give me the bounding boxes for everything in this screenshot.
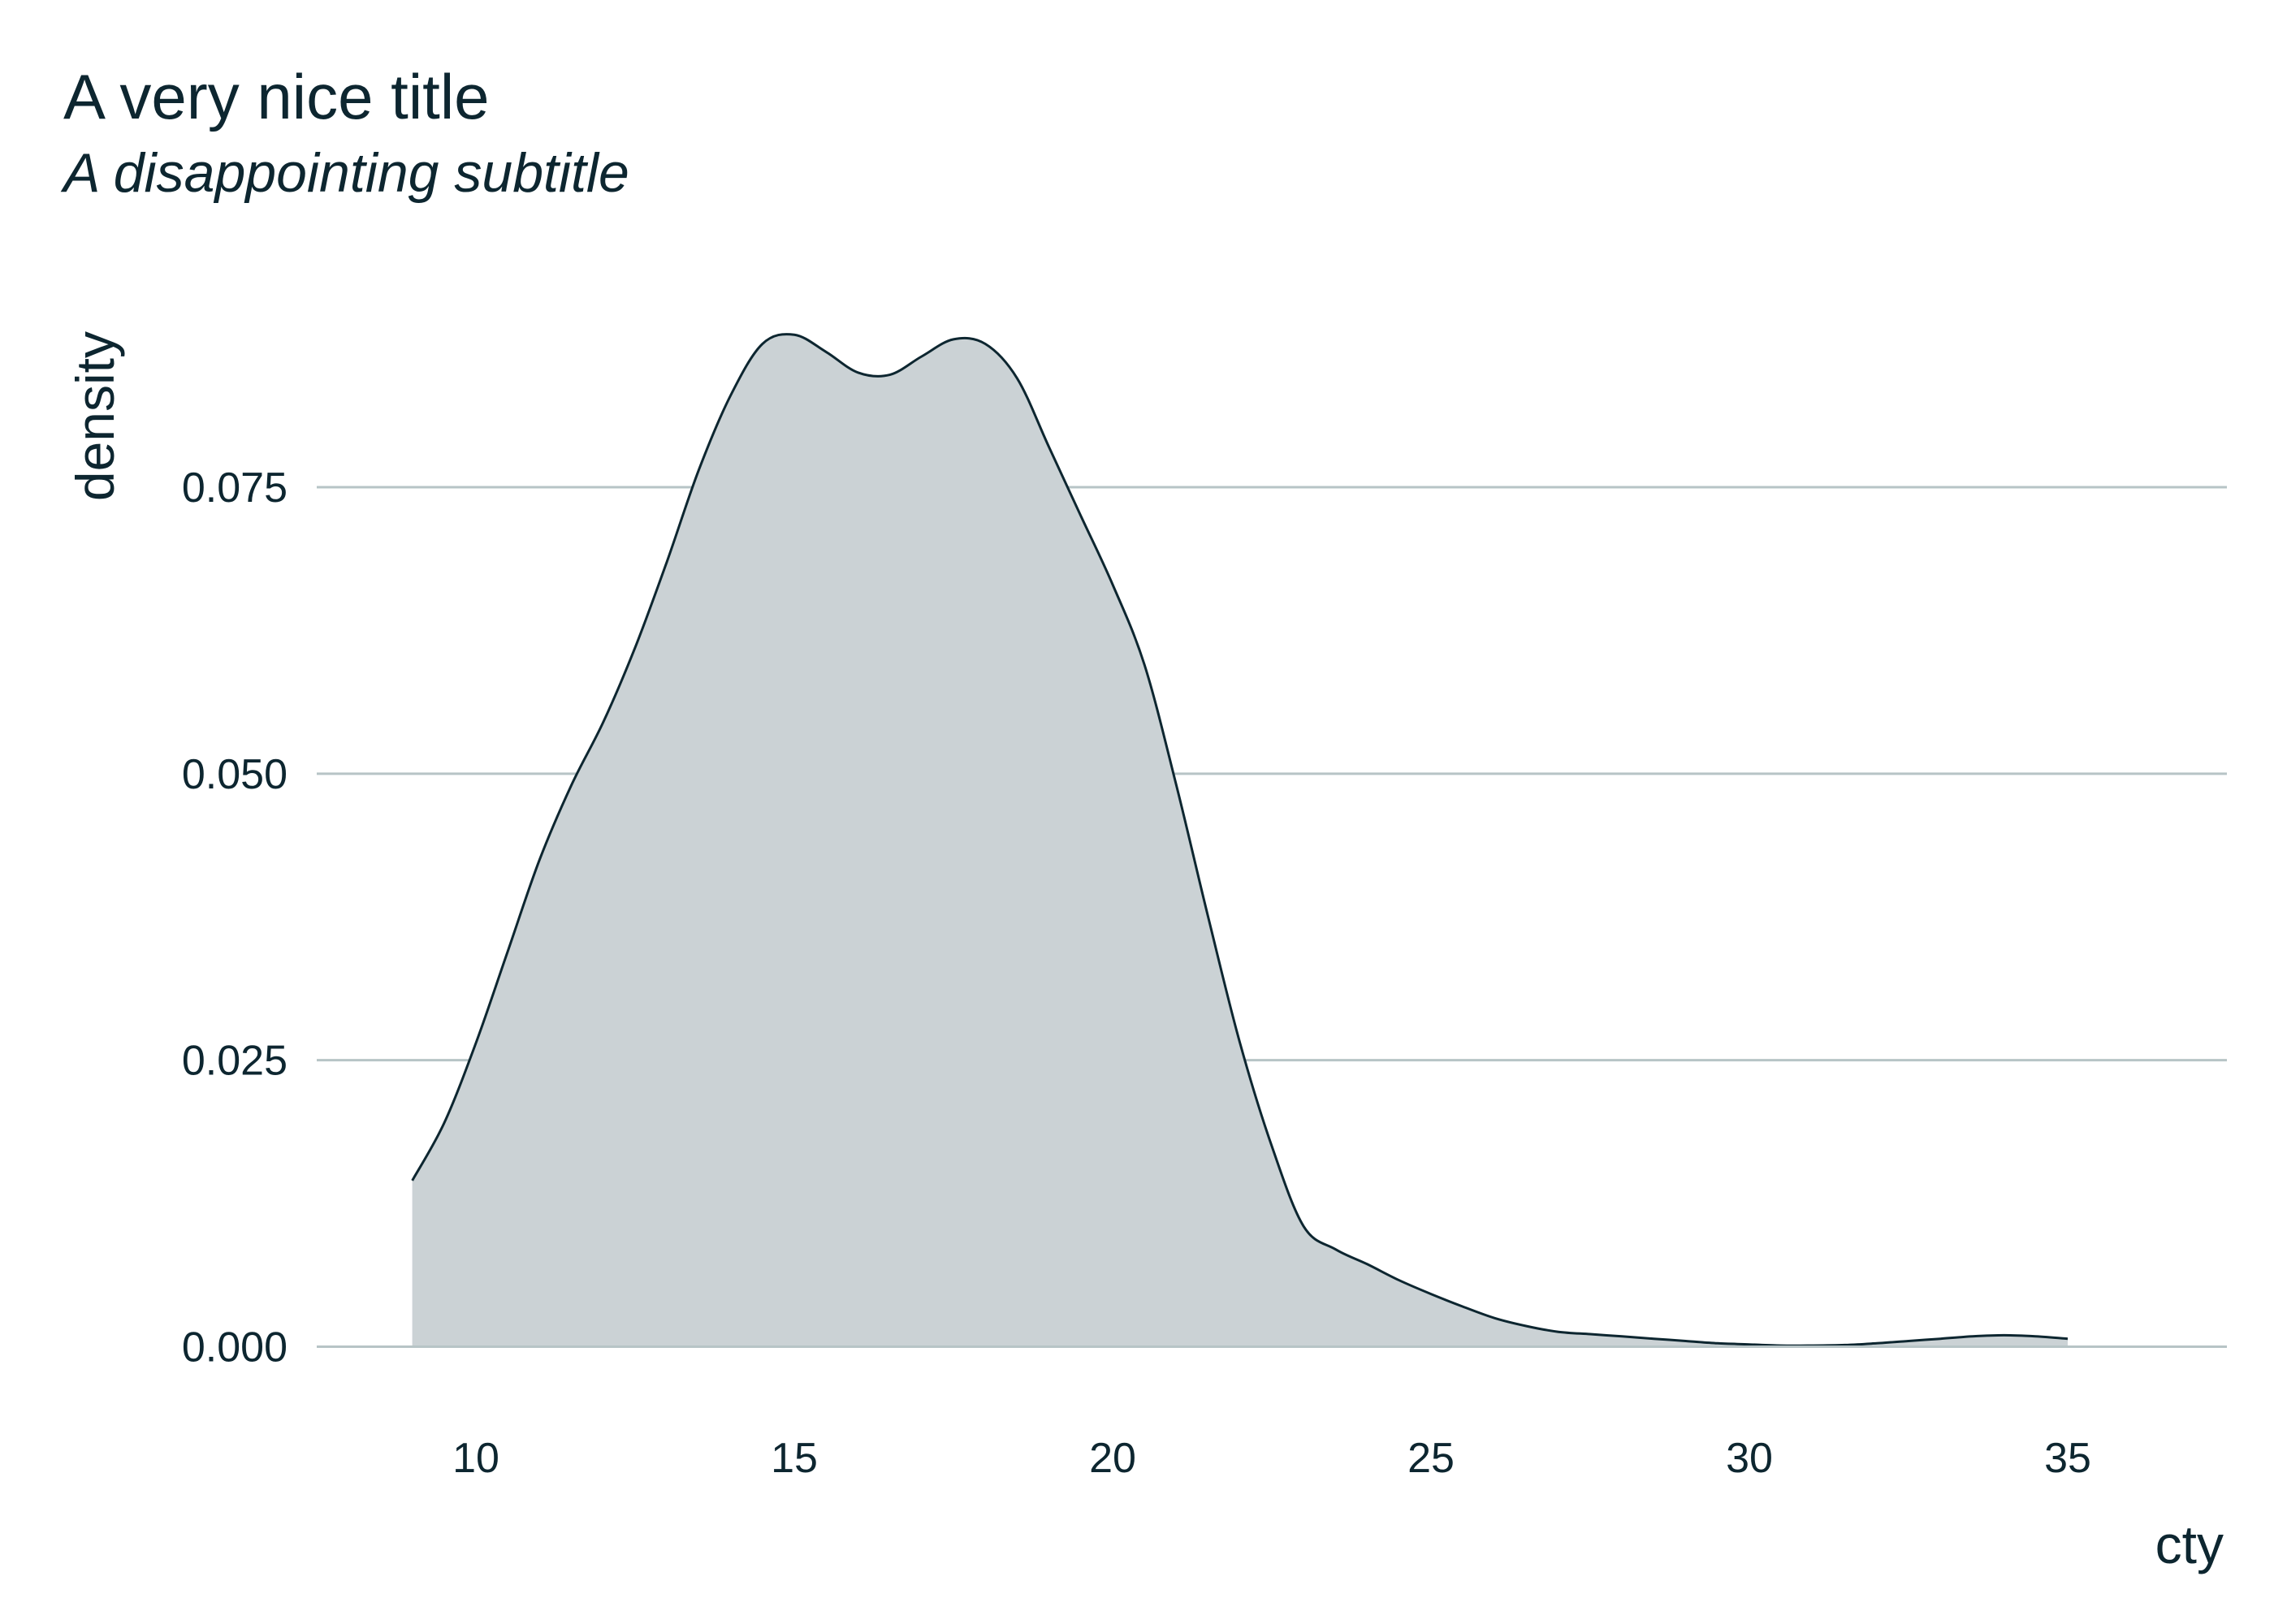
x-tick-label: 25: [1407, 1435, 1455, 1482]
x-tick-label: 15: [771, 1435, 818, 1482]
x-tick-label: 10: [452, 1435, 499, 1482]
chart-title: A very nice title: [63, 61, 490, 132]
x-tick-label: 20: [1089, 1435, 1136, 1482]
x-axis: 10 15 20 25 30 35: [452, 1435, 2091, 1482]
x-tick-label: 35: [2044, 1435, 2091, 1482]
density-line: [411, 333, 2069, 1347]
density-area: [412, 334, 2069, 1347]
y-tick-label: 0.000: [182, 1324, 287, 1371]
x-tick-label: 30: [1726, 1435, 1773, 1482]
y-tick-label: 0.050: [182, 751, 287, 798]
chart-subtitle: A disappointing subtitle: [60, 142, 629, 204]
y-tick-label: 0.075: [182, 464, 287, 512]
y-tick-label: 0.025: [182, 1038, 287, 1085]
plot-area: [317, 333, 2227, 1349]
y-axis: 0.000 0.025 0.050 0.075: [182, 464, 287, 1371]
x-axis-title: cty: [2155, 1514, 2224, 1574]
y-axis-title: density: [65, 331, 125, 501]
